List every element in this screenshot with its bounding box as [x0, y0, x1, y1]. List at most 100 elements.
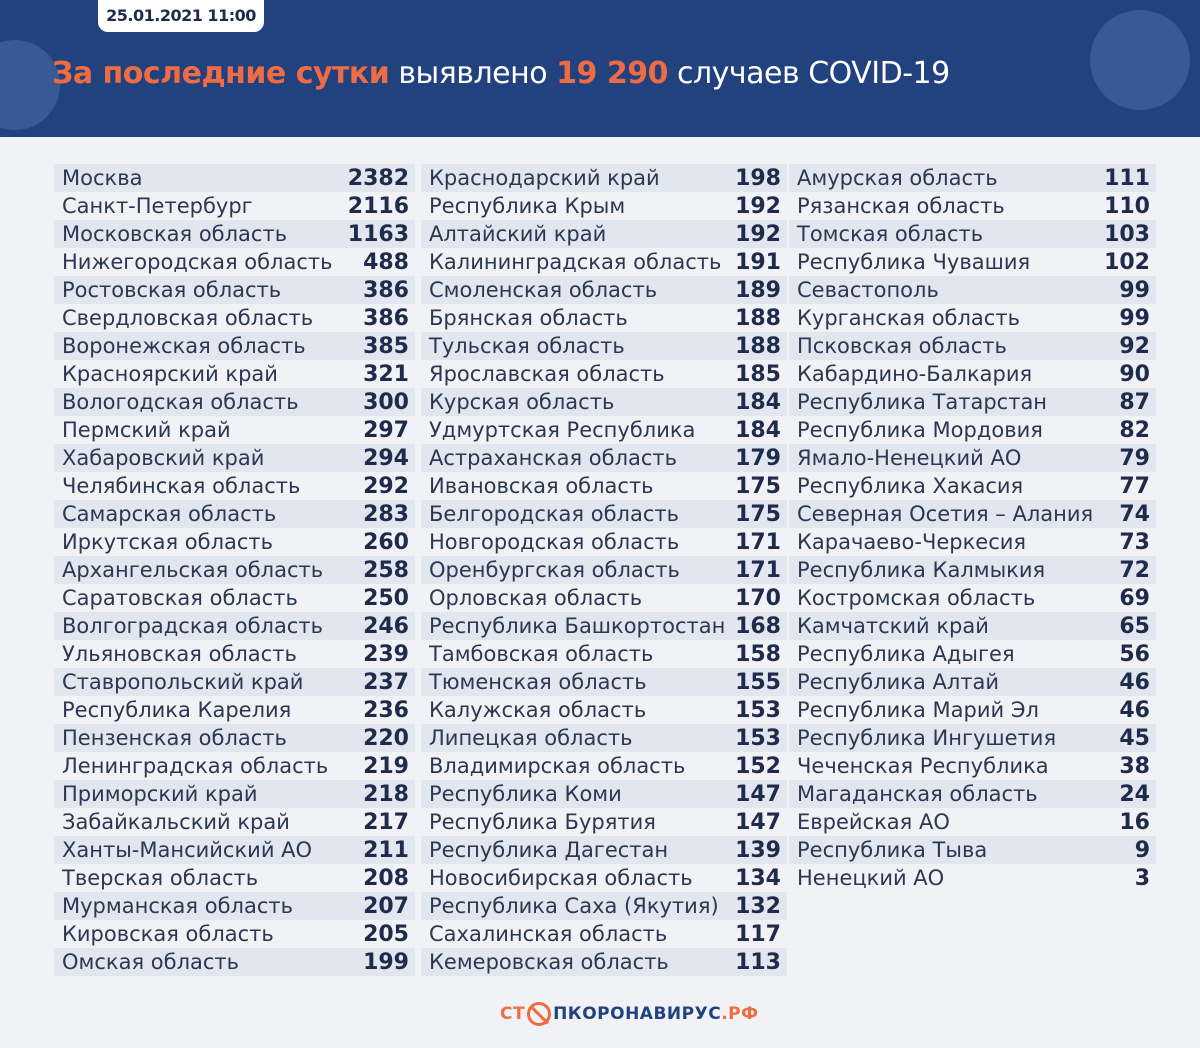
case-count: 74 [1119, 501, 1150, 527]
region-row: Белгородская область 175 [421, 500, 787, 528]
case-count: 211 [363, 837, 409, 863]
virus-decoration-icon [0, 40, 60, 130]
region-row: Приморский край 218 [54, 780, 415, 808]
case-count: 46 [1119, 697, 1150, 723]
case-count: 132 [735, 893, 781, 919]
region-name: Ульяновская область [62, 642, 297, 666]
case-count: 246 [363, 613, 409, 639]
case-count: 250 [363, 585, 409, 611]
case-count: 386 [363, 277, 409, 303]
region-row: Камчатский край 65 [789, 612, 1156, 640]
case-count: 56 [1119, 641, 1150, 667]
case-count: 153 [735, 725, 781, 751]
case-count: 155 [735, 669, 781, 695]
case-count: 24 [1119, 781, 1150, 807]
logo-part: СТ [500, 1004, 526, 1024]
case-count: 79 [1119, 445, 1150, 471]
region-row: Новосибирская область 134 [421, 864, 787, 892]
region-name: Забайкальский край [62, 810, 290, 834]
region-name: Республика Адыгея [797, 642, 1015, 666]
region-column-2: Краснодарский край 198 Республика Крым 192 А… [421, 164, 787, 976]
region-name: Тульская область [429, 334, 625, 358]
region-name: Санкт-Петербург [62, 194, 253, 218]
region-name: Республика Дагестан [429, 838, 669, 862]
region-row: Хабаровский край 294 [54, 444, 415, 472]
region-name: Амурская область [797, 166, 998, 190]
title-accent: За последние сутки [52, 56, 390, 91]
region-row: Костромская область 69 [789, 584, 1156, 612]
region-row: Москва 2382 [54, 164, 415, 192]
region-name: Тамбовская область [429, 642, 654, 666]
case-count: 218 [363, 781, 409, 807]
case-count: 46 [1119, 669, 1150, 695]
region-column-1: Москва 2382 Санкт-Петербург 2116 Московская … [54, 164, 415, 976]
case-count: 113 [735, 949, 781, 975]
case-count: 147 [735, 781, 781, 807]
region-row: Ростовская область 386 [54, 276, 415, 304]
stopcoronavirus-logo: СТ ПКОРОНАВИРУС .РФ [500, 1002, 758, 1026]
region-row: Краснодарский край 198 [421, 164, 787, 192]
case-count: 239 [363, 641, 409, 667]
region-row: Астраханская область 179 [421, 444, 787, 472]
case-count: 16 [1119, 809, 1150, 835]
region-row: Ярославская область 185 [421, 360, 787, 388]
region-name: Липецкая область [429, 726, 633, 750]
region-name: Республика Калмыкия [797, 558, 1046, 582]
region-row: Калужская область 153 [421, 696, 787, 724]
case-count: 217 [363, 809, 409, 835]
region-column-3: Амурская область 111 Рязанская область 110 Т… [789, 164, 1156, 892]
region-row: Республика Крым 192 [421, 192, 787, 220]
region-name: Пензенская область [62, 726, 287, 750]
region-name: Калининградская область [429, 250, 722, 274]
region-name: Краснодарский край [429, 166, 660, 190]
region-name: Рязанская область [797, 194, 1005, 218]
region-row: Республика Коми 147 [421, 780, 787, 808]
region-name: Московская область [62, 222, 288, 246]
region-row: Республика Адыгея 56 [789, 640, 1156, 668]
region-name: Ямало-Ненецкий АО [797, 446, 1022, 470]
region-name: Сахалинская область [429, 922, 668, 946]
region-name: Республика Бурятия [429, 810, 656, 834]
case-count: 292 [363, 473, 409, 499]
case-count: 139 [735, 837, 781, 863]
region-row: Иркутская область 260 [54, 528, 415, 556]
region-name: Ставропольский край [62, 670, 304, 694]
region-row: Владимирская область 152 [421, 752, 787, 780]
case-count: 77 [1119, 473, 1150, 499]
case-count: 170 [735, 585, 781, 611]
region-row: Курганская область 99 [789, 304, 1156, 332]
case-count: 236 [363, 697, 409, 723]
case-count: 9 [1134, 837, 1150, 863]
case-count: 385 [363, 333, 409, 359]
region-row: Пермский край 297 [54, 416, 415, 444]
case-count: 488 [363, 249, 409, 275]
case-count: 99 [1119, 277, 1150, 303]
region-row: Тамбовская область 158 [421, 640, 787, 668]
region-name: Ханты-Мансийский АО [62, 838, 313, 862]
case-count: 134 [735, 865, 781, 891]
region-name: Республика Крым [429, 194, 626, 218]
region-name: Новосибирская область [429, 866, 693, 890]
region-row: Тульская область 188 [421, 332, 787, 360]
region-name: Брянская область [429, 306, 628, 330]
region-row: Республика Чувашия 102 [789, 248, 1156, 276]
region-row: Кабардино-Балкария 90 [789, 360, 1156, 388]
region-row: Республика Саха (Якутия) 132 [421, 892, 787, 920]
region-name: Челябинская область [62, 474, 301, 498]
region-name: Ленинградская область [62, 754, 329, 778]
region-row: Республика Карелия 236 [54, 696, 415, 724]
region-name: Омская область [62, 950, 240, 974]
case-count: 103 [1104, 221, 1150, 247]
case-count: 171 [735, 529, 781, 555]
case-count: 102 [1104, 249, 1150, 275]
region-name: Республика Карелия [62, 698, 292, 722]
region-name: Приморский край [62, 782, 258, 806]
region-name: Удмуртская Республика [429, 418, 696, 442]
region-row: Свердловская область 386 [54, 304, 415, 332]
region-name: Псковская область [797, 334, 1007, 358]
region-row: Санкт-Петербург 2116 [54, 192, 415, 220]
region-name: Архангельская область [62, 558, 324, 582]
title-end: случаев COVID-19 [677, 56, 950, 91]
region-name: Еврейская АО [797, 810, 950, 834]
case-count: 90 [1119, 361, 1150, 387]
